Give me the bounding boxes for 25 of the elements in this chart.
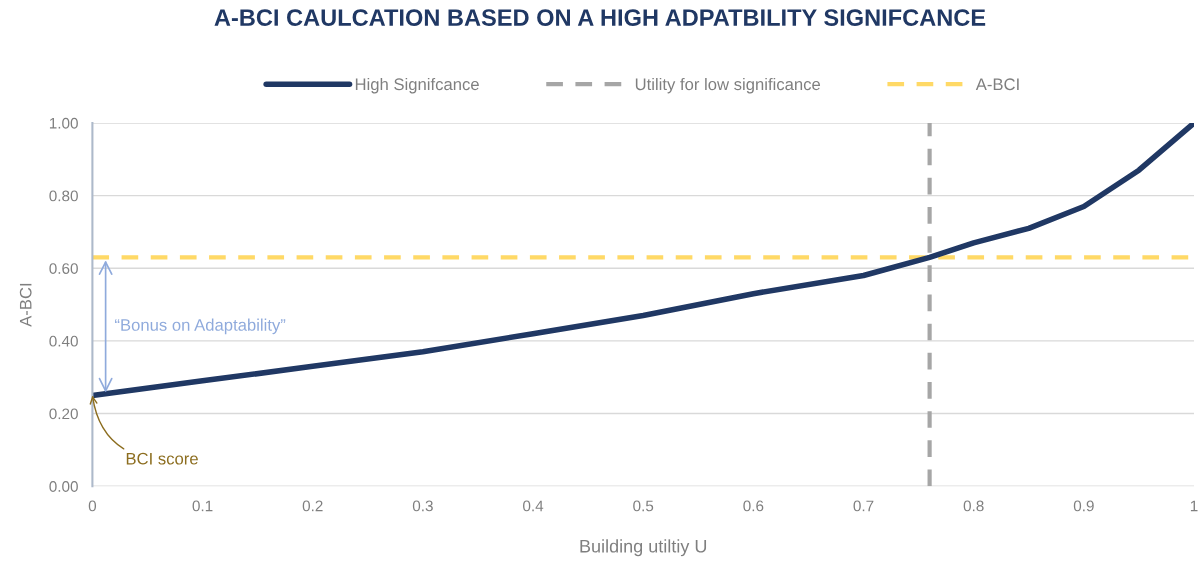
x-axis-title: Building utiltiy U (580, 539, 707, 557)
annotation: “Bonus on Adaptability” (115, 318, 286, 335)
x-tick-label: 0.2 (302, 500, 323, 512)
y-tick-label: 0.00 (49, 481, 78, 492)
y-axis-title: A-BCI (19, 283, 32, 327)
x-tick-label: 0.9 (1073, 500, 1094, 512)
x-tick-label: 0.7 (853, 500, 874, 512)
legend-label: High Signifcance (355, 77, 479, 94)
y-tick-label: 0.20 (49, 408, 78, 420)
chart-title: A-BCI CAULCATION BASED ON A HIGH ADPATBILITY SIGNIFCANCE (214, 9, 986, 26)
legend-label: A-BCI (975, 78, 1019, 91)
x-tick-label: 0.3 (412, 500, 433, 512)
x-tick-label: 0.4 (523, 500, 544, 512)
y-tick-label: 1.00 (49, 117, 78, 129)
x-tick-label: 0.5 (633, 500, 654, 512)
annotation: BCI score (126, 452, 198, 465)
x-tick-label: 0.6 (743, 500, 764, 512)
y-tick-label: 0.60 (49, 263, 78, 274)
y-tick-label: 0.80 (49, 190, 78, 202)
x-tick-label: 0.8 (963, 500, 984, 512)
x-tick-label: 1 (1190, 500, 1198, 512)
y-tick-label: 0.40 (49, 335, 78, 347)
x-tick-label: 0.1 (192, 500, 213, 512)
legend-label: Utility for low significance (635, 77, 821, 94)
x-tick-label: 0 (88, 500, 97, 512)
